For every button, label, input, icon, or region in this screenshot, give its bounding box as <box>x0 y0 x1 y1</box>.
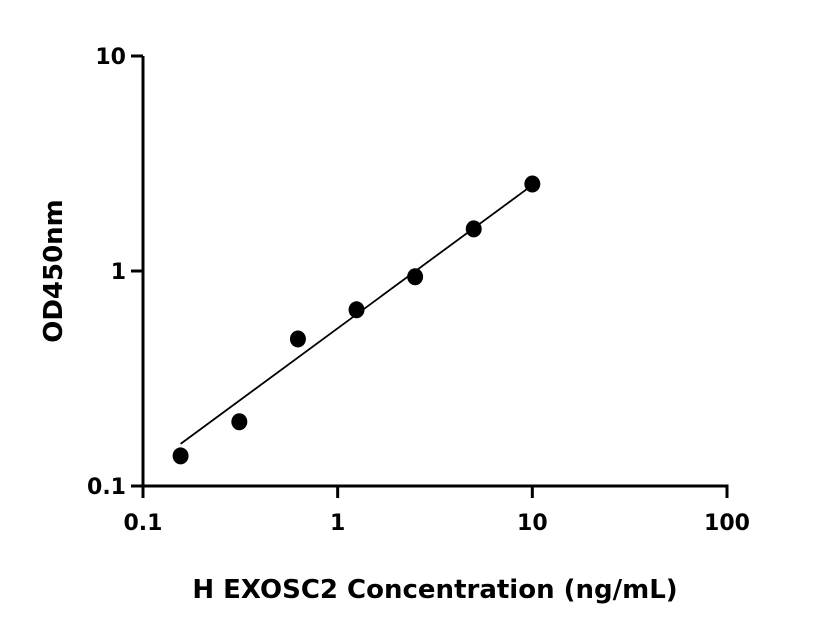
x-tick-label: 0.1 <box>124 511 163 536</box>
data-points <box>172 175 541 465</box>
axes: 0.1 1 10 100 0.1 1 10 <box>87 45 750 536</box>
y-axis-title: OD450nm <box>39 199 69 343</box>
data-point <box>524 175 541 193</box>
data-point <box>172 447 189 465</box>
y-tick-label: 10 <box>95 45 126 70</box>
y-tick-label: 0.1 <box>87 475 126 500</box>
data-point <box>231 413 248 431</box>
data-point <box>348 301 365 319</box>
x-tick-label: 100 <box>704 511 750 536</box>
y-tick-label: 1 <box>111 260 126 285</box>
data-point <box>407 268 424 286</box>
x-axis-title: H EXOSC2 Concentration (ng/mL) <box>192 575 677 605</box>
x-tick-label: 10 <box>517 511 548 536</box>
data-point <box>289 330 306 348</box>
x-tick-label: 1 <box>330 511 345 536</box>
data-point <box>465 220 482 238</box>
